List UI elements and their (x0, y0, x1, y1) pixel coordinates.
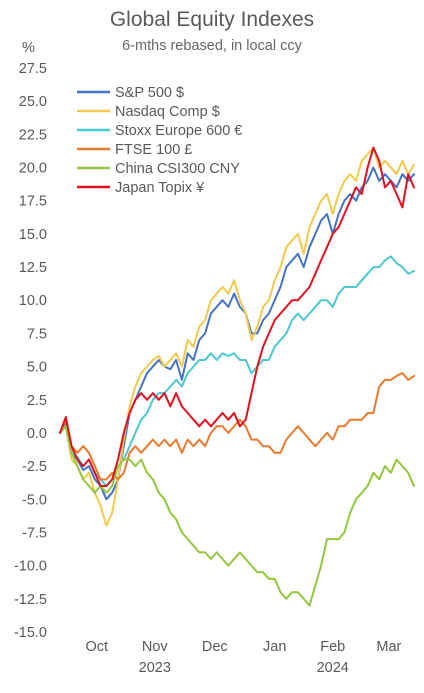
legend: S&P 500 $ Nasdaq Comp $ Stoxx Europe 600 €… (77, 85, 242, 196)
y-tick-label: -5.0 (22, 492, 47, 508)
x-year-label: 2024 (317, 660, 349, 676)
series-line-5 (59, 146, 415, 487)
y-tick-label: 15.0 (19, 227, 47, 243)
y-tick-label: 10.0 (19, 293, 47, 309)
y-tick-label: -12.5 (14, 592, 47, 608)
legend-label: FTSE 100 £ (115, 142, 192, 158)
x-tick-label: Nov (142, 639, 169, 655)
y-tick-label: 22.5 (19, 127, 47, 143)
series-lines (59, 146, 415, 607)
y-tick-label: 0.0 (27, 426, 47, 442)
x-tick-label: Feb (320, 639, 345, 655)
x-tick-label: Oct (85, 639, 108, 655)
y-tick-label: -10.0 (14, 559, 47, 575)
x-axis: Oct Nov Dec Jan Feb Mar 2023 2024 (85, 639, 401, 676)
y-tick-label: -2.5 (22, 459, 47, 475)
chart-subtitle: 6-mths rebased, in local ccy (122, 38, 302, 54)
y-axis: 27.5 25.0 22.5 20.0 17.5 15.0 12.5 10.0 7.5 5.0 2.… (14, 61, 47, 641)
legend-label: China CSI300 CNY (115, 161, 240, 177)
x-tick-label: Jan (263, 639, 286, 655)
x-tick-label: Dec (202, 639, 228, 655)
x-year-label: 2023 (139, 660, 171, 676)
y-tick-label: 25.0 (19, 94, 47, 110)
chart-title: Global Equity Indexes (109, 8, 315, 31)
legend-label: S&P 500 $ (115, 85, 184, 101)
series-line-0 (59, 166, 415, 501)
y-tick-label: 12.5 (19, 260, 47, 276)
series-line-1 (59, 146, 415, 527)
series-line-4 (59, 425, 415, 607)
y-tick-label: -7.5 (22, 525, 47, 541)
y-tick-label: 5.0 (27, 360, 47, 376)
legend-label: Nasdaq Comp $ (115, 104, 220, 120)
y-tick-label: 20.0 (19, 161, 47, 177)
legend-label: Stoxx Europe 600 € (115, 123, 242, 139)
y-tick-label: 2.5 (27, 393, 47, 409)
legend-label: Japan Topix ¥ (115, 180, 205, 196)
y-tick-label: 7.5 (27, 326, 47, 342)
x-tick-label: Mar (376, 639, 401, 655)
y-tick-label: -15.0 (14, 625, 47, 641)
y-tick-label: 27.5 (19, 61, 47, 77)
series-line-3 (59, 372, 415, 481)
y-axis-unit: % (22, 40, 35, 56)
y-tick-label: 17.5 (19, 194, 47, 210)
